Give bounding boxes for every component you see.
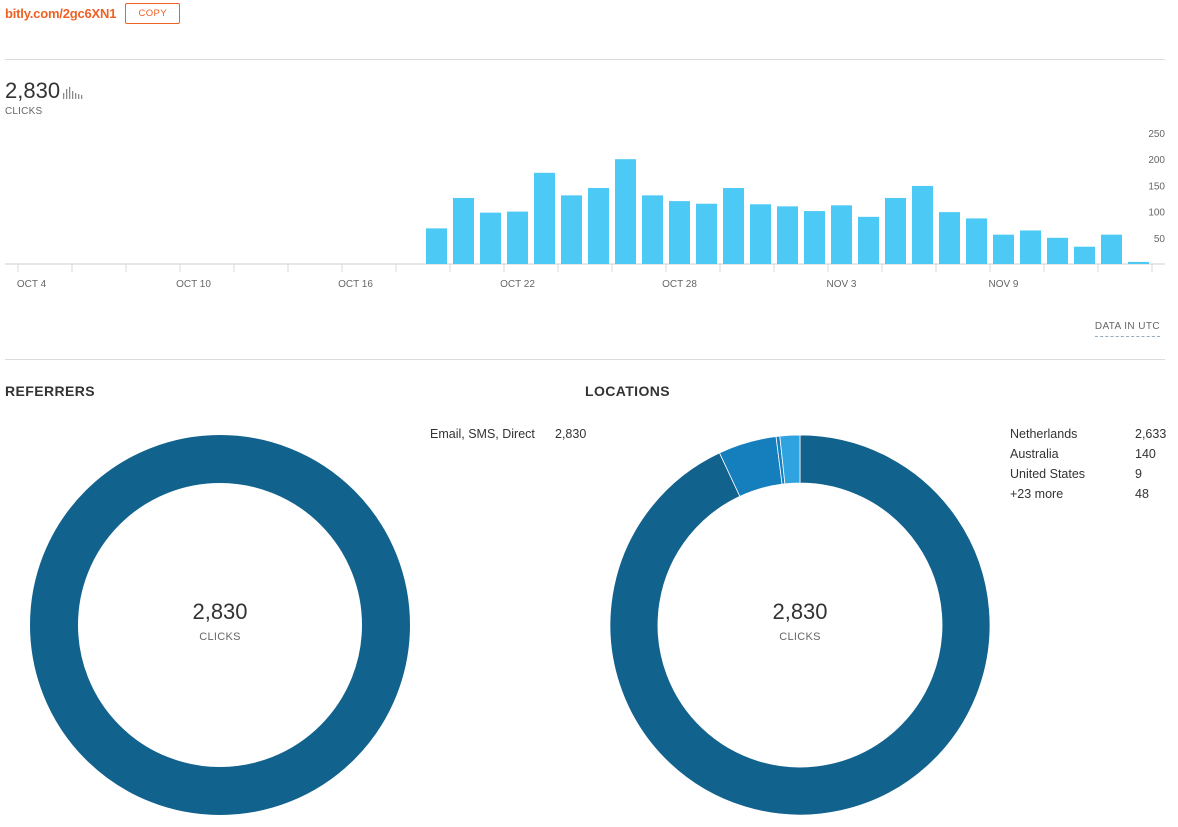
referrers-donut-center: 2,830 CLICKS — [30, 599, 410, 643]
bar-oct-20[interactable] — [453, 197, 474, 264]
bar-oct-24[interactable] — [561, 195, 582, 264]
bar-nov-4[interactable] — [858, 216, 879, 264]
referrers-donut: 2,830 CLICKS — [30, 435, 410, 815]
locations-donut: 2,830 CLICKS — [609, 434, 991, 816]
donut-slice[interactable] — [779, 434, 801, 485]
bar-nov-1[interactable] — [777, 206, 798, 264]
bar-oct-23[interactable] — [534, 172, 555, 264]
legend-row[interactable]: United States 9 — [1010, 464, 1166, 484]
bar-chart-icon[interactable] — [63, 86, 85, 104]
x-tick-label: NOV 3 — [826, 279, 856, 290]
x-tick-label: OCT 16 — [338, 279, 373, 290]
bar-oct-22[interactable] — [507, 211, 528, 264]
donut-slice[interactable] — [30, 435, 410, 815]
y-tick-label: 100 — [1148, 208, 1165, 219]
legend-value: 2,830 — [555, 427, 587, 441]
donut-slice[interactable] — [609, 434, 991, 816]
legend-row[interactable]: Netherlands 2,633 — [1010, 424, 1166, 444]
x-tick-label: OCT 22 — [500, 279, 535, 290]
referrers-donut-label: CLICKS — [199, 631, 241, 643]
divider — [5, 59, 1165, 60]
total-clicks-label: CLICKS — [5, 106, 43, 117]
locations-donut-label: CLICKS — [779, 631, 821, 643]
bar-nov-10[interactable] — [1020, 230, 1041, 264]
referrers-legend: Email, SMS, Direct 2,830 — [430, 424, 586, 444]
legend-value: 48 — [1135, 487, 1149, 501]
legend-name: +23 more — [1010, 487, 1064, 501]
bar-nov-3[interactable] — [831, 205, 852, 264]
locations-title: LOCATIONS — [585, 383, 671, 399]
legend-name: Email, SMS, Direct — [430, 427, 535, 441]
referrers-title: REFERRERS — [5, 383, 95, 399]
legend-row[interactable]: Australia 140 — [1010, 444, 1166, 464]
bar-oct-31[interactable] — [750, 204, 771, 264]
bar-oct-27[interactable] — [642, 195, 663, 264]
x-tick-label: OCT 10 — [176, 279, 211, 290]
bar-nov-9[interactable] — [993, 234, 1014, 264]
link-row: bitly.com/2gc6XN1 COPY — [5, 3, 181, 24]
legend-name: United States — [1010, 467, 1086, 481]
bar-nov-13[interactable] — [1101, 234, 1122, 264]
total-clicks: 2,830 CLICKS — [5, 78, 85, 117]
bar-oct-21[interactable] — [480, 212, 501, 264]
legend-value: 2,633 — [1135, 427, 1167, 441]
y-tick-label: 50 — [1154, 234, 1166, 245]
bar-nov-8[interactable] — [966, 218, 987, 264]
legend-row[interactable]: Email, SMS, Direct 2,830 — [430, 424, 586, 444]
x-tick-label: OCT 4 — [17, 279, 47, 290]
referrers-donut-value: 2,830 — [192, 599, 248, 624]
bar-nov-5[interactable] — [885, 197, 906, 264]
y-tick-label: 200 — [1148, 155, 1165, 166]
bar-nov-6[interactable] — [912, 185, 933, 264]
locations-donut-center: 2,830 CLICKS — [610, 599, 990, 643]
short-link[interactable]: bitly.com/2gc6XN1 — [5, 6, 117, 21]
locations-donut-chart — [609, 434, 991, 816]
divider — [5, 359, 1165, 360]
bar-nov-12[interactable] — [1074, 246, 1095, 264]
y-tick-label: 250 — [1148, 129, 1165, 140]
bar-nov-11[interactable] — [1047, 237, 1068, 264]
locations-donut-value: 2,830 — [772, 599, 828, 624]
bar-oct-19[interactable] — [426, 228, 447, 264]
bar-nov-14[interactable] — [1128, 261, 1149, 264]
copy-button[interactable]: COPY — [125, 3, 181, 24]
referrers-donut-chart — [30, 435, 410, 815]
bar-oct-30[interactable] — [723, 188, 744, 264]
bar-nov-7[interactable] — [939, 212, 960, 264]
y-tick-label: 150 — [1148, 181, 1165, 192]
legend-name: Australia — [1010, 447, 1059, 461]
legend-name: Netherlands — [1010, 427, 1078, 441]
bar-oct-28[interactable] — [669, 201, 690, 264]
x-tick-label: NOV 9 — [988, 279, 1018, 290]
legend-row[interactable]: +23 more 48 — [1010, 484, 1166, 504]
locations-legend: Netherlands 2,633 Australia 140 United S… — [1010, 424, 1166, 504]
bar-oct-26[interactable] — [615, 159, 636, 264]
legend-value: 9 — [1135, 467, 1142, 481]
x-tick-label: OCT 28 — [662, 279, 697, 290]
legend-value: 140 — [1135, 447, 1156, 461]
bar-oct-29[interactable] — [696, 203, 717, 264]
total-clicks-value: 2,830 — [5, 78, 61, 103]
data-in-utc-link[interactable]: DATA IN UTC — [1094, 321, 1160, 337]
bar-oct-25[interactable] — [588, 188, 609, 264]
bar-nov-2[interactable] — [804, 211, 825, 264]
clicks-bar-chart: OCT 4 OCT 10 OCT 16 OCT 22 OCT 28 NOV 3 NOV 9 5… — [5, 129, 1166, 290]
